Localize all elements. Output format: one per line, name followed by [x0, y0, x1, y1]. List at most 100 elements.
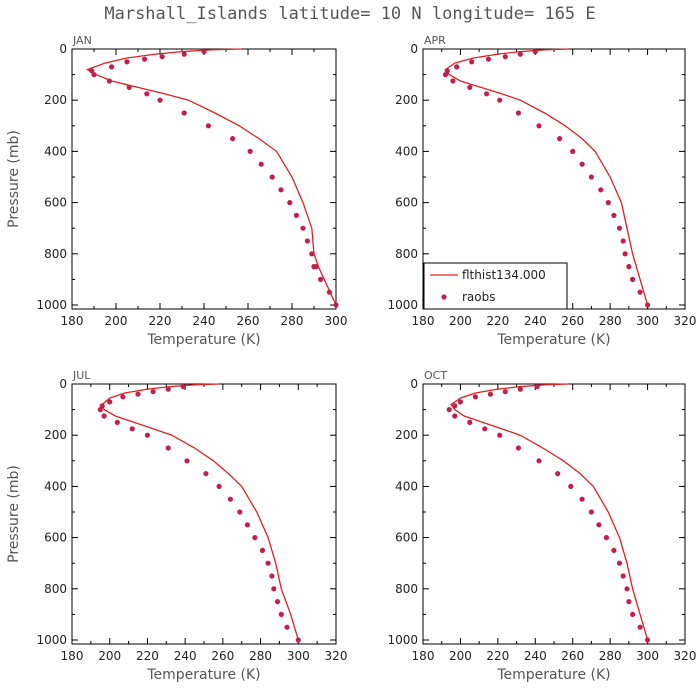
jan-raobs-point [91, 72, 97, 78]
oct-x-tick-label: 260 [561, 649, 584, 663]
jul-x-tick-label: 260 [211, 649, 234, 663]
jan-x-axis-label: Temperature (K) [146, 332, 260, 348]
apr-raobs-point [557, 136, 563, 142]
jan-x-tick-label: 200 [105, 314, 128, 328]
jul-raobs-point [227, 496, 233, 502]
jul-plot-frame [71, 383, 337, 645]
jul-y-tick-label: 200 [44, 428, 67, 442]
jul-x-tick-label: 240 [174, 649, 197, 663]
jul-raobs-point [150, 389, 156, 395]
jul-x-tick-label: 280 [249, 649, 272, 663]
apr-raobs-point [588, 174, 595, 180]
apr-raobs-point [442, 72, 449, 78]
oct-x-axis-label: Temperature (K) [496, 667, 610, 683]
jul-panel-label: JUL [72, 369, 91, 382]
jan-raobs-point [300, 225, 306, 231]
jul-raobs-point [203, 471, 209, 477]
oct-panel-label: OCT [424, 369, 447, 382]
oct-raobs-point [611, 547, 617, 554]
apr-panel-label: APR [424, 34, 446, 47]
jan-raobs-point [293, 212, 299, 218]
jul-raobs-point [135, 391, 141, 397]
jan-raobs-point [159, 54, 165, 60]
apr-raobs-point [484, 91, 490, 97]
jan-x-tick-label: 180 [61, 314, 84, 328]
oct-y-tick-label: 600 [395, 531, 418, 545]
apr-raobs-point [579, 161, 585, 167]
jul-raobs-point [129, 426, 135, 432]
jul-raobs-point [101, 413, 107, 419]
jan-raobs-point [142, 56, 148, 62]
oct-raobs-point [630, 611, 636, 618]
oct-raobs-point [452, 403, 458, 409]
apr-legend-points-label: raobs [462, 290, 496, 304]
jan-panel-label: JAN [72, 34, 92, 47]
jul-raobs-point [274, 599, 281, 605]
figure-title: Marshall_Islands latitude= 10 N longitud… [104, 4, 595, 24]
oct-x-tick-label: 220 [486, 649, 509, 663]
jan-raobs-point [126, 84, 132, 90]
oct-raobs-point [616, 560, 623, 566]
jan-y-tick-label: 0 [59, 42, 67, 56]
jul-raobs-point [237, 509, 243, 515]
oct-raobs-point [588, 509, 595, 515]
oct-raobs-point [452, 413, 458, 419]
jan-raobs-point [258, 161, 264, 167]
jan-raobs-point [205, 123, 211, 129]
apr-y-tick-label: 0 [410, 42, 418, 56]
jan-raobs-point [309, 251, 315, 257]
oct-raobs-point [603, 535, 610, 541]
oct-raobs-point [645, 637, 651, 643]
jul-x-tick-label: 220 [136, 649, 159, 663]
jan-y-axis-label: Pressure (mb) [6, 130, 22, 228]
jul-y-tick-label: 800 [44, 582, 67, 596]
jan-y-tick-label: 800 [44, 247, 67, 261]
jul-raobs-point [295, 637, 301, 643]
jan-raobs-point [326, 289, 332, 295]
panel-jul: JUL 180 200 220 240 260 280 300 320 0 200 400 600 800… [6, 369, 347, 683]
apr-raobs-point [454, 64, 460, 70]
apr-raobs-point [626, 264, 632, 270]
jul-y-axis-label: Pressure (mb) [6, 465, 22, 563]
oct-x-tick-label: 320 [674, 649, 697, 663]
oct-y-tick-label: 200 [395, 428, 418, 442]
apr-raobs-point [611, 212, 617, 218]
apr-y-tick-label: 1000 [387, 298, 418, 312]
jul-y-tick-label: 400 [44, 479, 67, 493]
apr-y-tick-label: 200 [395, 93, 418, 107]
jul-raobs-point [252, 535, 258, 541]
apr-y-tick-label: 600 [395, 196, 418, 210]
apr-raobs-point [515, 110, 522, 116]
oct-raobs-point [534, 384, 540, 390]
jul-raobs-point [184, 458, 190, 464]
jul-y-tick-label: 1000 [36, 633, 67, 647]
apr-x-tick-label: 220 [486, 314, 509, 328]
jan-raobs-point [124, 59, 130, 65]
oct-y-tick-label: 400 [395, 479, 418, 493]
apr-raobs-point [517, 51, 523, 57]
oct-raobs-point [502, 389, 508, 395]
jan-raobs-point [181, 110, 187, 116]
panel-oct: OCT 180 200 220 240 260 280 300 320 0 200 400 600 800… [387, 369, 696, 683]
jan-raobs-point [247, 148, 253, 154]
jan-raobs-point [181, 51, 187, 57]
jul-raobs-point [278, 611, 284, 618]
jul-raobs-point [144, 432, 150, 438]
jan-raobs-point [333, 302, 339, 308]
apr-raobs-point [570, 148, 576, 154]
jan-raobs-point [269, 174, 275, 180]
apr-raobs-point [605, 200, 611, 206]
apr-x-tick-label: 180 [412, 314, 435, 328]
jan-plot-frame [71, 48, 337, 310]
apr-x-tick-label: 200 [449, 314, 472, 328]
apr-raobs-point [485, 56, 492, 62]
oct-raobs-point [517, 386, 523, 392]
apr-raobs-point [620, 238, 626, 244]
oct-raobs-point [446, 407, 452, 413]
jan-raobs-point [89, 68, 95, 74]
oct-raobs-point [579, 496, 585, 502]
jan-raobs-point [287, 200, 293, 206]
jan-x-tick-label: 300 [325, 314, 348, 328]
jan-x-tick-label: 240 [193, 314, 216, 328]
apr-raobs-point [645, 302, 651, 308]
